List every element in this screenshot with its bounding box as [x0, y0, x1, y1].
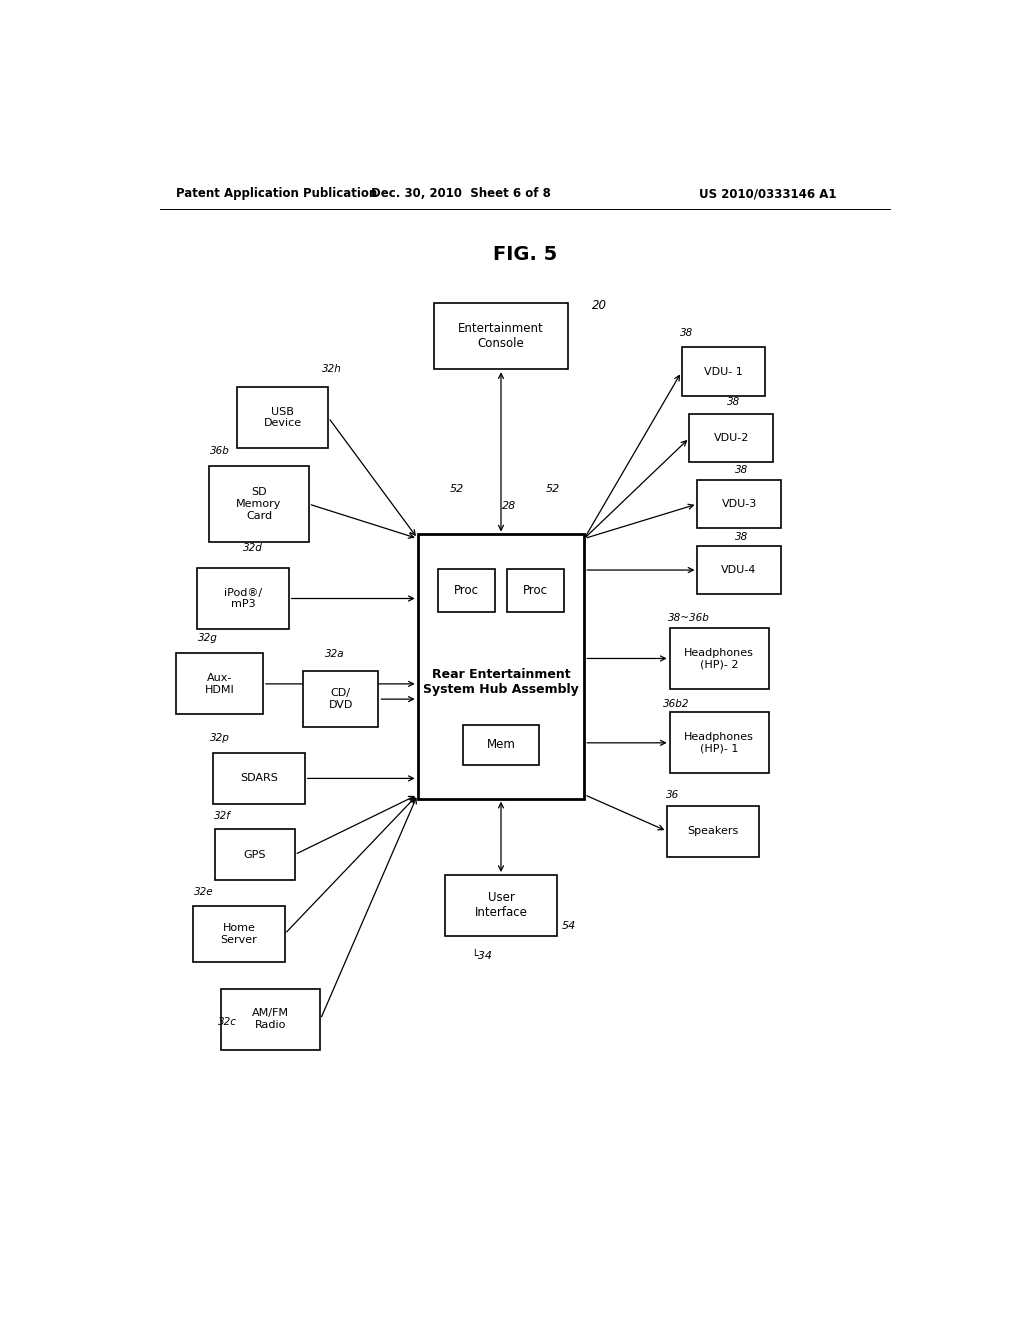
Text: Headphones
(HP)- 1: Headphones (HP)- 1: [684, 733, 754, 754]
Text: Home
Server: Home Server: [221, 923, 257, 945]
Bar: [176, 653, 263, 714]
Text: 52: 52: [546, 483, 560, 494]
Text: 52: 52: [451, 483, 465, 494]
Bar: [507, 569, 563, 611]
Text: Proc: Proc: [455, 583, 479, 597]
Text: 36b: 36b: [210, 446, 229, 457]
Text: USB
Device: USB Device: [264, 407, 302, 429]
Text: VDU-3: VDU-3: [722, 499, 757, 510]
Text: Speakers: Speakers: [687, 826, 738, 837]
Bar: [445, 875, 557, 936]
Text: 32f: 32f: [214, 810, 230, 821]
Bar: [670, 713, 769, 774]
Text: 28: 28: [502, 502, 516, 511]
Text: Proc: Proc: [522, 583, 548, 597]
Text: VDU-4: VDU-4: [721, 565, 757, 576]
Text: User
Interface: User Interface: [474, 891, 527, 920]
Text: 32h: 32h: [323, 364, 342, 374]
Text: US 2010/0333146 A1: US 2010/0333146 A1: [699, 187, 837, 201]
Bar: [238, 387, 329, 447]
Text: 32p: 32p: [210, 733, 229, 743]
Bar: [194, 906, 285, 962]
Text: Dec. 30, 2010  Sheet 6 of 8: Dec. 30, 2010 Sheet 6 of 8: [372, 187, 551, 201]
Text: 32a: 32a: [325, 649, 344, 660]
Text: GPS: GPS: [244, 850, 266, 859]
Bar: [418, 535, 585, 799]
Text: Mem: Mem: [486, 738, 515, 751]
Bar: [433, 304, 568, 370]
Text: 20: 20: [592, 300, 607, 313]
Bar: [682, 347, 765, 396]
Text: Aux-
HDMI: Aux- HDMI: [205, 673, 234, 694]
Text: 38: 38: [735, 532, 749, 541]
Bar: [670, 628, 769, 689]
Bar: [697, 479, 780, 528]
Text: 38: 38: [680, 329, 693, 338]
Text: 38: 38: [727, 397, 740, 408]
Bar: [689, 413, 773, 462]
Text: FIG. 5: FIG. 5: [493, 246, 557, 264]
Bar: [213, 752, 304, 804]
Bar: [438, 569, 496, 611]
Text: VDU- 1: VDU- 1: [703, 367, 742, 376]
Bar: [463, 725, 539, 766]
Text: 36b2: 36b2: [663, 700, 689, 709]
Bar: [215, 829, 295, 880]
Text: 32g: 32g: [198, 634, 218, 643]
Text: AM/FM
Radio: AM/FM Radio: [252, 1008, 290, 1030]
Text: CD/
DVD: CD/ DVD: [329, 688, 353, 710]
Text: 38: 38: [735, 466, 749, 475]
Bar: [303, 671, 379, 727]
Text: 54: 54: [561, 921, 575, 931]
Text: Rear Entertainment
System Hub Assembly: Rear Entertainment System Hub Assembly: [423, 668, 579, 696]
Text: SDARS: SDARS: [240, 774, 278, 783]
Text: 32e: 32e: [194, 887, 213, 898]
Bar: [221, 989, 321, 1049]
Text: Patent Application Publication: Patent Application Publication: [176, 187, 377, 201]
Bar: [697, 545, 780, 594]
Text: SD
Memory
Card: SD Memory Card: [237, 487, 282, 520]
Text: Entertainment
Console: Entertainment Console: [458, 322, 544, 350]
Bar: [209, 466, 308, 543]
Bar: [198, 568, 289, 630]
Text: 38~36b: 38~36b: [668, 612, 710, 623]
Text: Headphones
(HP)- 2: Headphones (HP)- 2: [684, 648, 754, 669]
Text: VDU-2: VDU-2: [714, 433, 749, 444]
Text: iPod®/
mP3: iPod®/ mP3: [224, 587, 262, 610]
Bar: [668, 805, 759, 857]
Text: 36: 36: [666, 789, 679, 800]
Text: 32c: 32c: [218, 1018, 237, 1027]
Text: └34: └34: [471, 952, 492, 961]
Text: 32d: 32d: [243, 543, 263, 553]
